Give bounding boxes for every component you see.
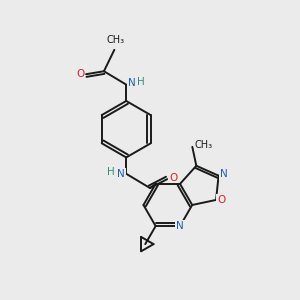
Text: O: O: [169, 172, 177, 183]
Text: N: N: [176, 221, 184, 231]
Text: N: N: [128, 78, 135, 88]
Text: O: O: [76, 69, 84, 79]
Text: O: O: [217, 195, 226, 205]
Text: N: N: [220, 169, 228, 179]
Text: H: H: [137, 76, 145, 87]
Text: N: N: [117, 169, 125, 179]
Text: CH₃: CH₃: [107, 35, 125, 45]
Text: H: H: [107, 167, 115, 177]
Text: CH₃: CH₃: [195, 140, 213, 150]
